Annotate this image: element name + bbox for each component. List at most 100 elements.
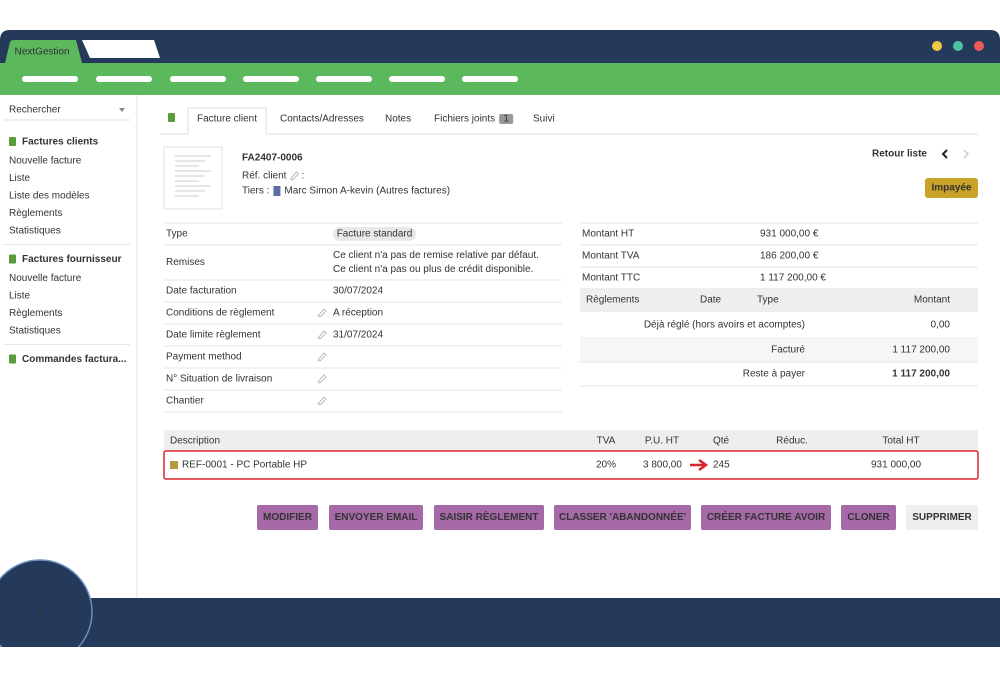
step-number: 1 (37, 607, 43, 618)
menu-link[interactable]: Liste (9, 291, 31, 302)
prev-arrow[interactable] (941, 149, 948, 159)
menu-link[interactable]: Nouvelle facture (9, 156, 82, 167)
search-box[interactable] (4, 100, 130, 120)
total-value: 186 200,00 € (760, 251, 819, 262)
button-label[interactable]: CLONER (847, 512, 890, 523)
field-note: Ce client n'a pas de remise relative par… (333, 250, 539, 261)
tab-active (187, 107, 267, 134)
menu-item[interactable] (170, 76, 226, 82)
button-label[interactable]: CRÉER FACTURE AVOIR (707, 510, 826, 523)
search-placeholder[interactable]: Rechercher (9, 105, 61, 116)
button-label[interactable]: SUPPRIMER (912, 512, 972, 523)
tiers-link[interactable]: Marc Simon A-kevin (Autres factures) (284, 186, 450, 197)
button-label[interactable]: CLASSER 'ABANDONNÉE' (559, 510, 686, 523)
payment-label: Déjà réglé (hors avoirs et acomptes) (644, 320, 805, 331)
payments-column: Date (700, 295, 722, 306)
remaining-amount: 1 117 200,00 (892, 369, 950, 380)
top-bar (0, 30, 1000, 63)
lines-column: Description (170, 436, 220, 447)
back-link[interactable]: Retour liste (872, 149, 927, 160)
status-text: Impayée (931, 183, 971, 194)
line-cell: 245 (713, 460, 730, 471)
status-badge (925, 178, 978, 198)
menu-item[interactable] (96, 76, 152, 82)
action-button[interactable] (257, 505, 318, 530)
payments-column: Type (757, 295, 779, 306)
line-row (163, 450, 979, 480)
field-label: Remises (166, 257, 205, 268)
total-label: Montant HT (582, 229, 634, 240)
field-label: Payment method (166, 352, 242, 363)
lines-header (164, 430, 978, 451)
bottom-bar (0, 598, 1000, 647)
action-button[interactable] (554, 505, 691, 530)
field-value: Facture standard (337, 229, 413, 240)
dropdown-arrow (119, 108, 125, 112)
menu-link[interactable]: Statistiques (9, 326, 61, 337)
row-bg (580, 338, 978, 362)
menu-link[interactable]: Statistiques (9, 226, 61, 237)
edit-icon[interactable] (317, 352, 327, 362)
menu-item[interactable] (316, 76, 372, 82)
payment-label: Reste à payer (743, 369, 806, 380)
section-title[interactable]: Commandes factura... (22, 354, 127, 365)
edit-icon[interactable] (289, 171, 300, 181)
badge (499, 114, 514, 124)
button-label[interactable]: ENVOYER EMAIL (335, 512, 418, 523)
edit-icon[interactable] (317, 374, 327, 384)
edit-icon[interactable] (317, 396, 327, 406)
menu-link[interactable]: Liste (9, 173, 31, 184)
payments-header (580, 288, 978, 312)
field-label: Chantier (166, 396, 204, 407)
edit-icon[interactable] (317, 330, 327, 340)
action-button[interactable] (329, 505, 423, 530)
lines-column: P.U. HT (645, 436, 679, 447)
menu-item[interactable] (462, 76, 518, 82)
menu-link[interactable]: Règlements (9, 308, 62, 319)
field-note: Ce client n'a pas ou plus de crédit disp… (333, 264, 533, 275)
total-label: Montant TTC (582, 273, 640, 284)
product-icon (170, 461, 178, 469)
window-dot (953, 41, 963, 51)
section-title[interactable]: Factures fournisseur (22, 254, 122, 265)
tab[interactable]: Facture client (197, 114, 257, 125)
tab[interactable]: Suivi (533, 114, 555, 125)
button-label[interactable]: MODIFIER (263, 512, 313, 523)
button-label[interactable]: SAISIR RÈGLEMENT (440, 510, 539, 523)
invoice-thumbnail (163, 146, 223, 210)
tab[interactable]: Fichiers joints (434, 114, 495, 125)
field-label: Conditions de règlement (166, 308, 275, 319)
total-value: 931 000,00 € (760, 229, 819, 240)
action-button[interactable] (434, 505, 544, 530)
colon: : (301, 171, 304, 182)
field-label: N° Situation de livraison (166, 374, 272, 385)
line-cell[interactable]: REF-0001 - PC Portable HP (182, 460, 307, 471)
company-icon (273, 186, 281, 196)
tab[interactable]: Contacts/Adresses (280, 114, 364, 125)
next-arrow (963, 149, 970, 159)
lines-column: Qté (713, 436, 730, 447)
invoice-ref: FA2407-0006 (242, 153, 303, 164)
edit-icon[interactable] (317, 308, 327, 318)
step-circle (0, 559, 93, 647)
highlight-arrow (690, 458, 709, 472)
tiers-label: Tiers : (242, 186, 269, 197)
menu-link[interactable]: Nouvelle facture (9, 273, 82, 284)
browser-tab[interactable] (5, 40, 82, 63)
action-button[interactable] (906, 505, 978, 530)
payment-value: 1 117 200,00 (892, 345, 950, 356)
tab[interactable]: Notes (385, 114, 411, 125)
browser-tab-blank[interactable] (82, 40, 160, 58)
menu-item[interactable] (243, 76, 299, 82)
tab-title[interactable]: NextGestion (14, 47, 69, 58)
action-button[interactable] (841, 505, 896, 530)
section-title[interactable]: Factures clients (22, 137, 99, 148)
menu-item[interactable] (389, 76, 445, 82)
menu-link[interactable]: Règlements (9, 208, 62, 219)
action-button[interactable] (701, 505, 831, 530)
menu-item[interactable] (22, 76, 78, 82)
menu-link[interactable]: Liste des modèles (9, 191, 90, 202)
step-marker (0, 559, 93, 647)
field-value: A réception (333, 308, 383, 319)
